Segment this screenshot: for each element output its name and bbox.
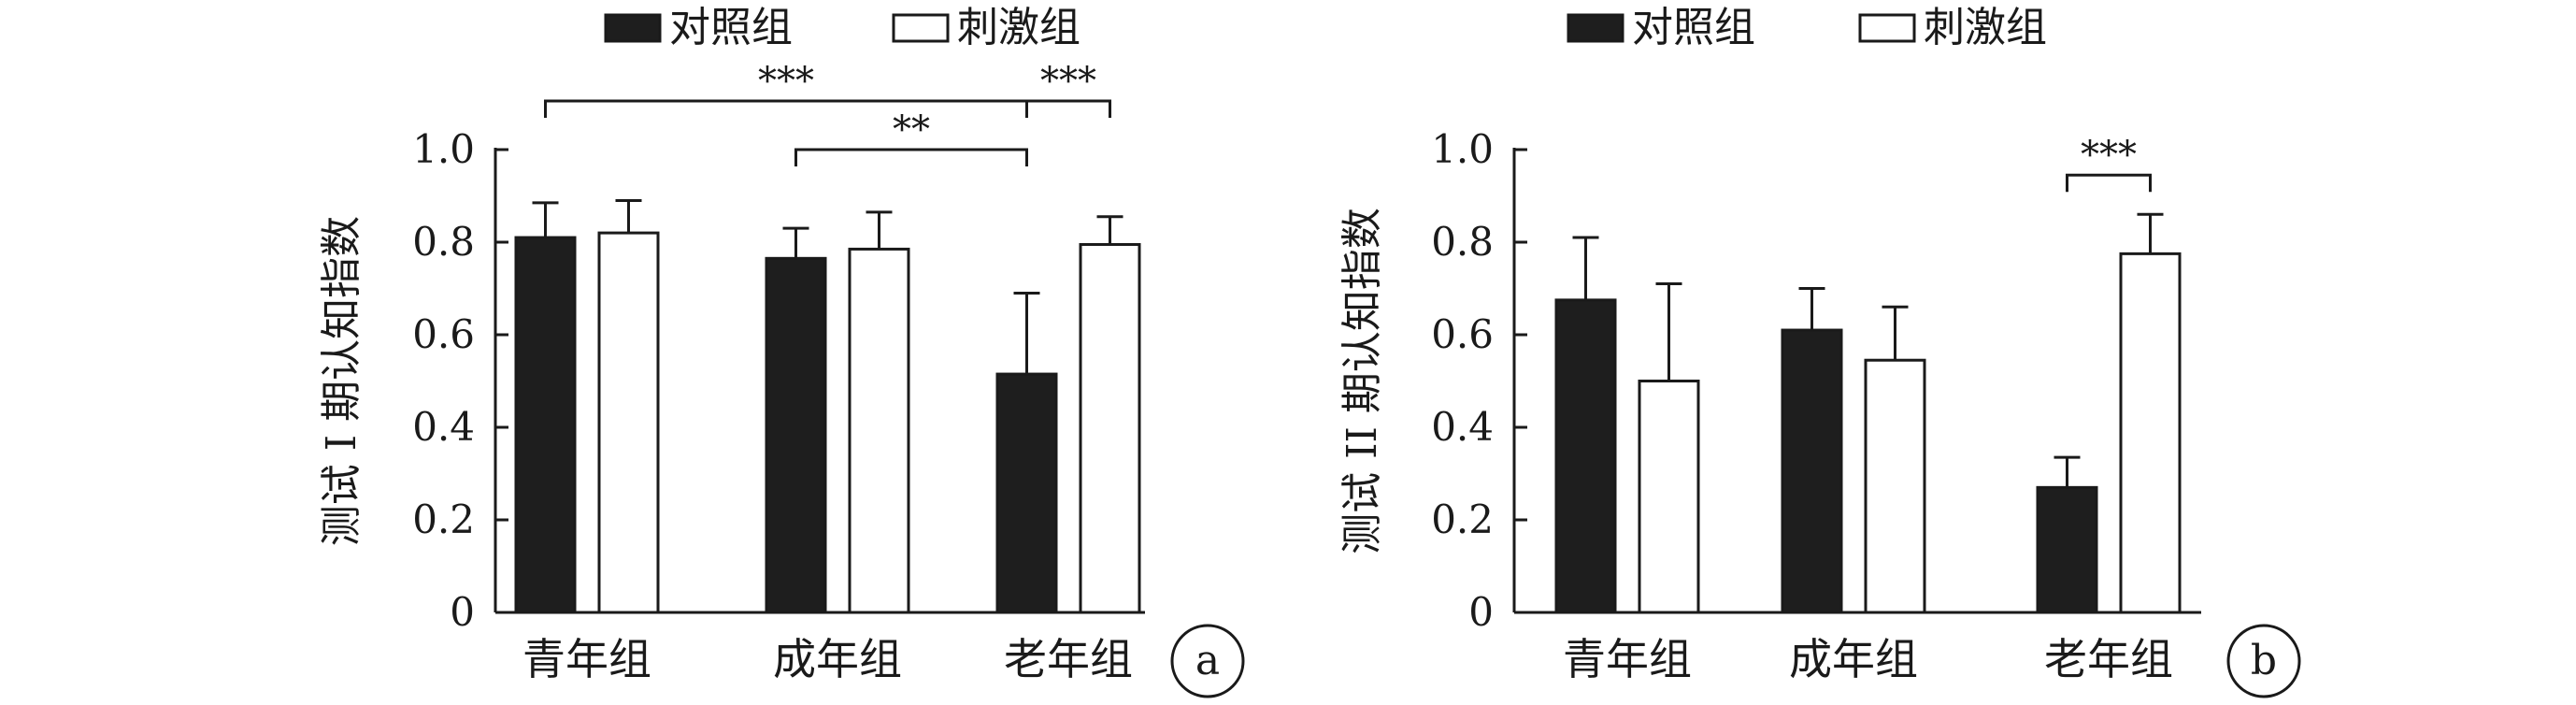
significance-bracket	[794, 148, 1028, 166]
category-label: 老年组	[2044, 634, 2173, 684]
bar-stimulus	[848, 247, 910, 614]
y-tick-label: 0	[450, 589, 475, 635]
bar-control	[1554, 298, 1617, 614]
y-tick-label: 0	[1468, 589, 1494, 635]
legend-label-stimulus: 刺激组	[1924, 4, 2047, 51]
y-tick-label: 1.0	[1431, 126, 1494, 172]
y-tick-label: 0.8	[412, 219, 475, 265]
y-axis-label: 测试 I 期认知指数	[318, 216, 365, 546]
significance-bracket	[544, 99, 1028, 119]
legend-a: 对照组 刺激组	[604, 4, 1080, 51]
category-label: 青年组	[1563, 634, 1692, 684]
y-tick-label: 0.6	[1431, 311, 1494, 357]
significance-label: ***	[758, 60, 814, 103]
significance-label: **	[893, 108, 930, 151]
significance-label: ***	[1040, 60, 1096, 103]
y-tick-label: 0.8	[1431, 219, 1494, 265]
legend-swatch-control	[1567, 13, 1624, 43]
bar-control	[995, 372, 1058, 614]
bar-stimulus	[2119, 252, 2182, 614]
y-tick-label: 0.6	[412, 311, 475, 357]
significance-label: ***	[2081, 134, 2137, 177]
y-tick-label: 0.2	[1431, 496, 1494, 542]
y-tick-label: 0.4	[412, 404, 475, 450]
bar-control	[2036, 485, 2098, 614]
legend-swatch-stimulus	[892, 13, 950, 43]
bar-control	[1781, 328, 1843, 614]
y-tick-label: 1.0	[412, 126, 475, 172]
significance-bracket	[1025, 99, 1111, 119]
category-label: 青年组	[522, 634, 651, 684]
legend-swatch-control	[604, 13, 662, 43]
panel-label-circle	[1170, 624, 1245, 698]
significance-bracket	[2066, 173, 2152, 193]
legend-b: 对照组 刺激组	[1567, 4, 2047, 51]
panel-label-circle	[2226, 624, 2301, 698]
y-axis-label: 测试 II 期认知指数	[1338, 208, 1386, 554]
panel-label: a	[1195, 637, 1220, 684]
y-tick-label: 0.2	[412, 496, 475, 542]
category-label: 成年组	[773, 634, 902, 684]
category-label: 老年组	[1004, 634, 1133, 684]
legend-swatch-stimulus	[1858, 13, 1916, 43]
bar-stimulus	[1638, 380, 1700, 614]
category-label: 成年组	[1789, 634, 1918, 684]
bar-stimulus	[1864, 358, 1926, 614]
legend-label-control: 对照组	[669, 4, 793, 51]
panel-label: b	[2251, 637, 2277, 684]
bar-stimulus	[597, 231, 660, 614]
legend-label-control: 对照组	[1632, 4, 1755, 51]
legend-label-stimulus: 刺激组	[957, 4, 1080, 51]
bar-stimulus	[1079, 242, 1141, 614]
bar-control	[765, 256, 827, 614]
bar-control	[514, 236, 577, 614]
y-tick-label: 0.4	[1431, 404, 1494, 450]
